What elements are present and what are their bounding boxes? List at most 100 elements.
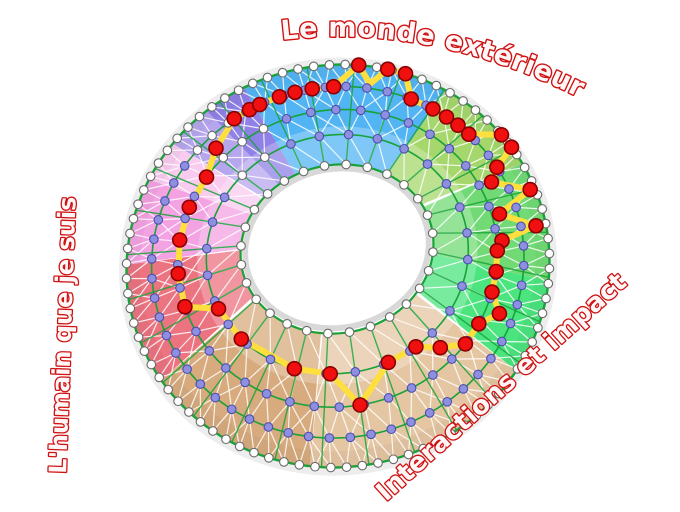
ring-node[interactable] bbox=[483, 400, 493, 410]
ring-node[interactable] bbox=[504, 184, 514, 194]
ring-node[interactable] bbox=[470, 105, 481, 115]
ring-node[interactable] bbox=[372, 133, 383, 144]
ring-node[interactable] bbox=[442, 396, 453, 407]
ring-node[interactable] bbox=[386, 424, 397, 435]
ring-node[interactable] bbox=[121, 273, 132, 284]
score-node[interactable] bbox=[397, 65, 414, 82]
ring-node[interactable] bbox=[512, 364, 523, 374]
ring-node[interactable] bbox=[191, 326, 201, 337]
ring-node[interactable] bbox=[236, 241, 246, 251]
ring-node[interactable] bbox=[247, 78, 258, 89]
ring-node[interactable] bbox=[285, 396, 295, 407]
score-node[interactable] bbox=[408, 338, 424, 355]
ring-node[interactable] bbox=[170, 348, 181, 358]
ring-node[interactable] bbox=[427, 328, 438, 338]
ring-node[interactable] bbox=[533, 322, 543, 333]
ring-node[interactable] bbox=[139, 346, 150, 356]
ring-node[interactable] bbox=[471, 410, 482, 421]
ring-node[interactable] bbox=[474, 180, 484, 191]
ring-node[interactable] bbox=[309, 401, 320, 412]
ring-node[interactable] bbox=[414, 283, 425, 294]
score-node[interactable] bbox=[483, 174, 500, 190]
ring-node[interactable] bbox=[218, 152, 229, 163]
ring-node[interactable] bbox=[406, 383, 417, 393]
ring-node[interactable] bbox=[220, 363, 231, 373]
ring-node[interactable] bbox=[146, 359, 157, 370]
ring-node[interactable] bbox=[383, 393, 394, 403]
score-node[interactable] bbox=[425, 101, 441, 117]
ring-node[interactable] bbox=[233, 85, 244, 96]
ring-node[interactable] bbox=[493, 388, 504, 399]
ring-node[interactable] bbox=[445, 87, 455, 98]
ring-node[interactable] bbox=[262, 72, 273, 83]
ring-node[interactable] bbox=[518, 241, 529, 251]
ring-node[interactable] bbox=[195, 379, 206, 389]
ring-node[interactable] bbox=[208, 426, 218, 436]
ring-node[interactable] bbox=[516, 221, 526, 232]
score-node[interactable] bbox=[491, 206, 508, 222]
ring-node[interactable] bbox=[458, 96, 468, 106]
ring-node[interactable] bbox=[149, 234, 159, 245]
ring-node[interactable] bbox=[334, 402, 345, 412]
ring-node[interactable] bbox=[496, 336, 507, 347]
score-node[interactable] bbox=[177, 298, 193, 315]
ring-node[interactable] bbox=[249, 204, 260, 215]
ring-node[interactable] bbox=[154, 312, 165, 322]
ring-node[interactable] bbox=[483, 150, 494, 161]
ring-node[interactable] bbox=[301, 325, 312, 336]
ring-node[interactable] bbox=[484, 201, 494, 212]
score-node[interactable] bbox=[350, 57, 367, 73]
score-node[interactable] bbox=[170, 265, 186, 282]
score-node[interactable] bbox=[491, 305, 508, 322]
ring-node[interactable] bbox=[341, 462, 352, 472]
ring-node[interactable] bbox=[431, 80, 442, 91]
score-node[interactable] bbox=[380, 354, 397, 371]
ring-node[interactable] bbox=[427, 228, 438, 239]
score-node[interactable] bbox=[432, 339, 449, 356]
score-node[interactable] bbox=[271, 89, 288, 105]
ring-node[interactable] bbox=[355, 105, 366, 116]
score-node[interactable] bbox=[489, 159, 505, 175]
score-node[interactable] bbox=[522, 181, 539, 198]
score-node[interactable] bbox=[322, 365, 339, 382]
ring-node[interactable] bbox=[324, 60, 335, 70]
ring-node[interactable] bbox=[258, 123, 269, 134]
ring-node[interactable] bbox=[444, 143, 455, 154]
ring-node[interactable] bbox=[283, 427, 294, 438]
score-node[interactable] bbox=[208, 140, 224, 156]
ring-node[interactable] bbox=[240, 222, 251, 233]
ring-node[interactable] bbox=[357, 460, 368, 471]
ring-node[interactable] bbox=[446, 429, 456, 439]
ring-node[interactable] bbox=[192, 145, 203, 155]
ring-node[interactable] bbox=[382, 86, 393, 97]
ring-node[interactable] bbox=[293, 64, 303, 74]
ring-node[interactable] bbox=[457, 281, 467, 291]
ring-node[interactable] bbox=[194, 111, 205, 122]
ring-node[interactable] bbox=[482, 115, 492, 125]
score-node[interactable] bbox=[210, 300, 227, 317]
ring-node[interactable] bbox=[459, 420, 469, 430]
ring-node[interactable] bbox=[234, 441, 245, 452]
ring-node[interactable] bbox=[340, 59, 351, 70]
ring-node[interactable] bbox=[412, 193, 423, 204]
ring-node[interactable] bbox=[201, 243, 212, 254]
ring-node[interactable] bbox=[319, 161, 330, 171]
ring-node[interactable] bbox=[249, 447, 259, 458]
ring-node[interactable] bbox=[324, 433, 335, 443]
ring-node[interactable] bbox=[399, 179, 409, 190]
ring-node[interactable] bbox=[286, 139, 296, 149]
ring-node[interactable] bbox=[168, 178, 179, 188]
ring-node[interactable] bbox=[241, 278, 252, 288]
ring-node[interactable] bbox=[428, 247, 438, 257]
ring-node[interactable] bbox=[182, 364, 192, 375]
ring-node[interactable] bbox=[160, 196, 170, 206]
ring-node[interactable] bbox=[189, 191, 200, 202]
ring-node[interactable] bbox=[417, 74, 427, 85]
ring-node[interactable] bbox=[382, 169, 392, 179]
ring-node[interactable] bbox=[486, 353, 496, 364]
ring-node[interactable] bbox=[403, 449, 414, 460]
ring-node[interactable] bbox=[403, 118, 414, 128]
score-node[interactable] bbox=[488, 263, 505, 280]
score-node[interactable] bbox=[251, 96, 268, 113]
ring-node[interactable] bbox=[175, 283, 185, 293]
